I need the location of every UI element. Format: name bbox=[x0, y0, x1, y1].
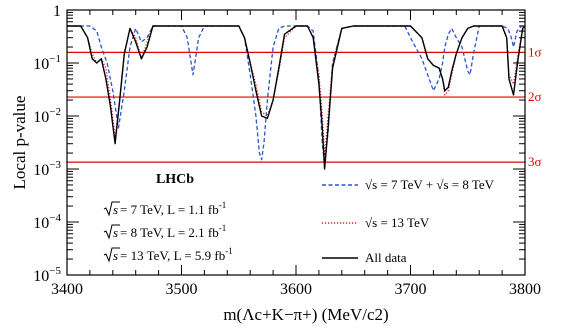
sqrt-s-letter: s bbox=[113, 225, 118, 240]
x-tick-label: 3500 bbox=[166, 281, 198, 298]
sqrt-radical bbox=[103, 247, 120, 263]
sigma-label-2: 2σ bbox=[528, 89, 542, 104]
sqrt-radical bbox=[103, 201, 120, 217]
y-tick-label: 10−5 bbox=[33, 265, 61, 285]
legend-label-2: √s = 13 TeV bbox=[365, 215, 430, 230]
series-line-3 bbox=[67, 25, 526, 170]
y-tick-label: 10−3 bbox=[33, 159, 61, 179]
y-tick-label: 10−4 bbox=[33, 212, 61, 232]
x-tick-label: 3600 bbox=[280, 281, 312, 298]
sqrt-radical bbox=[103, 224, 120, 240]
x-tick-label: 3800 bbox=[509, 281, 541, 298]
annotation-text: = 8 TeV, L = 2.1 fb-1 bbox=[120, 223, 226, 240]
sqrt-s-symbol: s bbox=[103, 224, 120, 240]
series-line-2 bbox=[67, 25, 526, 157]
sqrt-s-letter: s bbox=[113, 248, 118, 263]
annotation-text: = 7 TeV, L = 1.1 fb-1 bbox=[120, 200, 226, 217]
legend-label-3: All data bbox=[365, 250, 407, 265]
x-axis-title: m(Λc+K−π+) (MeV/c2) bbox=[223, 305, 388, 324]
x-tick-label: 3400 bbox=[51, 281, 83, 298]
y-tick-label: 10−2 bbox=[33, 106, 61, 126]
experiment-label: LHCb bbox=[156, 172, 194, 187]
sqrt-s-symbol: s bbox=[103, 247, 120, 263]
sigma-label-1: 1σ bbox=[528, 44, 542, 59]
annotation-text: = 13 TeV, L = 5.9 fb-1 bbox=[120, 246, 233, 263]
y-tick-label: 10−1 bbox=[33, 53, 61, 73]
y-tick-label: 1 bbox=[53, 3, 61, 20]
series-line-1 bbox=[67, 25, 525, 166]
x-tick-label: 3700 bbox=[395, 281, 427, 298]
sqrt-s-letter: s bbox=[113, 202, 118, 217]
sigma-label-3: 3σ bbox=[528, 154, 542, 169]
sqrt-s-symbol: s bbox=[103, 201, 120, 217]
y-axis-title: Local p-value bbox=[10, 96, 29, 190]
legend-label-1: √s = 7 TeV + √s = 8 TeV bbox=[365, 177, 495, 192]
